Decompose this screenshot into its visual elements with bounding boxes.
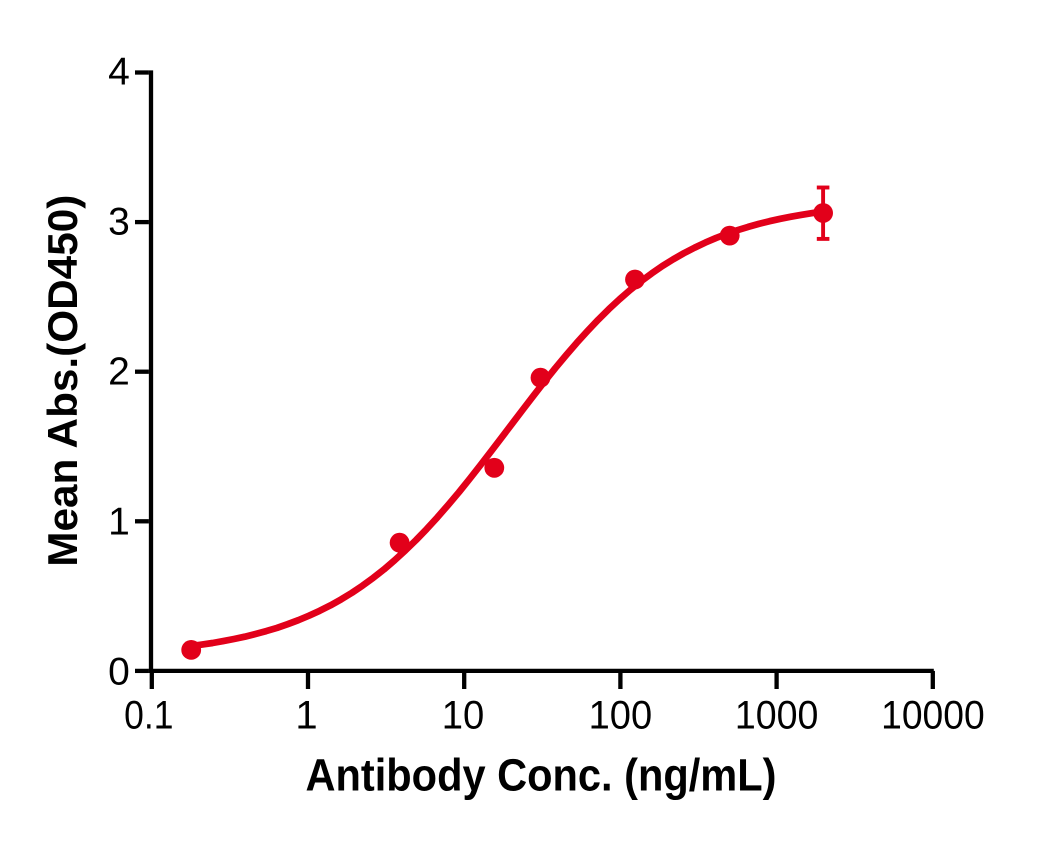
svg-text:0: 0 <box>108 651 130 694</box>
svg-text:2: 2 <box>108 350 130 393</box>
svg-text:1000: 1000 <box>735 694 819 738</box>
svg-text:0.1: 0.1 <box>124 694 173 738</box>
svg-text:1: 1 <box>295 694 317 738</box>
svg-text:Mean Abs.(OD450): Mean Abs.(OD450) <box>39 195 86 567</box>
svg-text:100: 100 <box>589 694 653 738</box>
svg-text:Antibody Conc. (ng/mL): Antibody Conc. (ng/mL) <box>306 750 777 801</box>
svg-text:3: 3 <box>108 200 130 243</box>
svg-text:1: 1 <box>108 501 130 544</box>
svg-text:10: 10 <box>442 694 485 738</box>
svg-text:10000: 10000 <box>881 694 985 738</box>
svg-text:4: 4 <box>108 50 130 93</box>
